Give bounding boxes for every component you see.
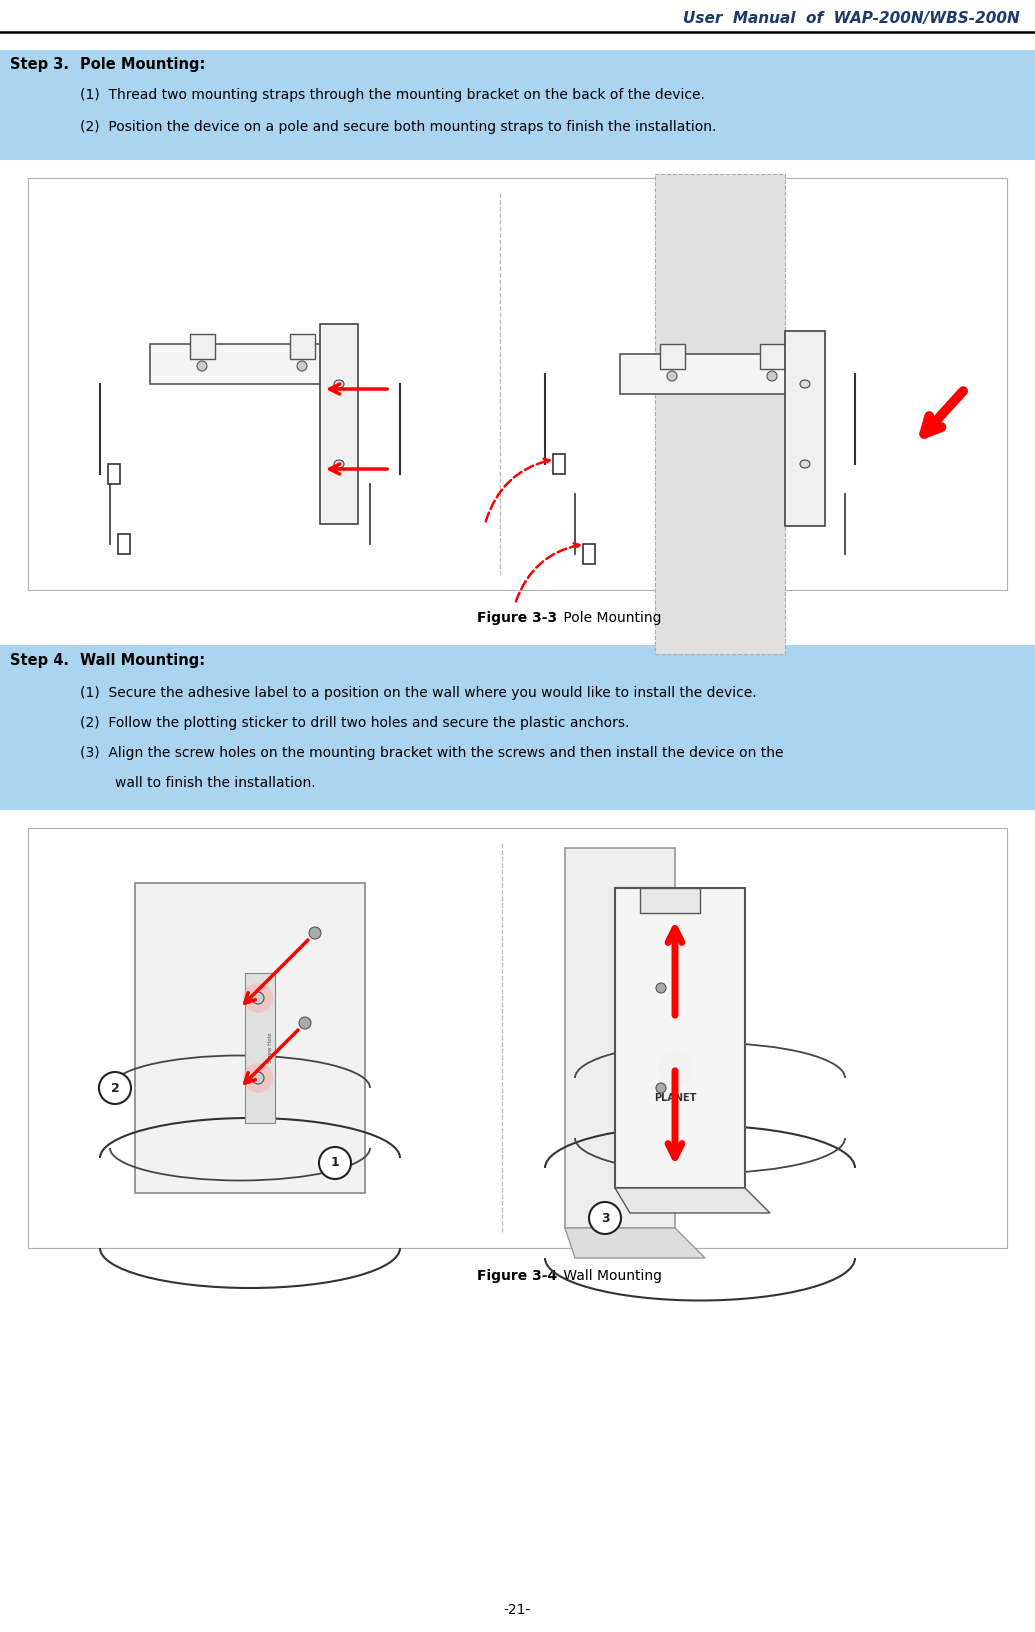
Bar	[245, 973, 275, 1123]
Bar	[583, 543, 595, 565]
Text: -21-: -21-	[503, 1603, 531, 1617]
Text: Step 4.: Step 4.	[10, 653, 69, 667]
Text: Wall Mounting:: Wall Mounting:	[80, 653, 205, 667]
Circle shape	[299, 1017, 310, 1030]
Circle shape	[767, 370, 777, 380]
Circle shape	[297, 361, 307, 370]
Text: Wall Mounting: Wall Mounting	[559, 1270, 662, 1283]
Text: (1)  Thread two mounting straps through the mounting bracket on the back of the : (1) Thread two mounting straps through t…	[80, 88, 705, 101]
Bar	[615, 888, 745, 1188]
Circle shape	[657, 1049, 693, 1085]
Bar	[28, 827, 1007, 1248]
Text: User  Manual  of  WAP-200N/WBS-200N: User Manual of WAP-200N/WBS-200N	[683, 10, 1021, 26]
Text: wall to finish the installation.: wall to finish the installation.	[80, 775, 316, 790]
Bar	[760, 344, 785, 369]
Text: PLANET: PLANET	[654, 1093, 697, 1103]
Ellipse shape	[334, 460, 344, 468]
Text: 3: 3	[600, 1211, 610, 1224]
Polygon shape	[565, 1227, 705, 1258]
Text: (2)  Position the device on a pole and secure both mounting straps to finish the: (2) Position the device on a pole and se…	[80, 121, 716, 134]
Circle shape	[319, 1147, 351, 1178]
Text: Pole Mounting:: Pole Mounting:	[80, 57, 205, 72]
Ellipse shape	[800, 460, 810, 468]
Bar	[28, 178, 1007, 591]
Bar	[620, 354, 820, 393]
Text: (1)  Secure the adhesive label to a position on the wall where you would like to: (1) Secure the adhesive label to a posit…	[80, 685, 757, 700]
Bar	[0, 645, 1035, 809]
Text: Figure 3-4: Figure 3-4	[477, 1270, 557, 1283]
Circle shape	[656, 1084, 666, 1093]
Bar	[647, 938, 675, 1138]
Bar	[640, 888, 700, 912]
Ellipse shape	[334, 380, 344, 388]
Bar	[320, 325, 358, 524]
Text: Figure 3-3: Figure 3-3	[477, 610, 557, 625]
Bar	[150, 344, 350, 384]
Circle shape	[667, 370, 677, 380]
Bar	[553, 454, 565, 473]
Text: (3)  Align the screw holes on the mounting bracket with the screws and then inst: (3) Align the screw holes on the mountin…	[80, 746, 783, 761]
Text: 1: 1	[330, 1157, 339, 1170]
Bar	[135, 883, 365, 1193]
Bar	[290, 335, 315, 359]
Bar	[118, 534, 130, 553]
Circle shape	[197, 361, 207, 370]
Circle shape	[252, 992, 264, 1004]
Text: Screw Hole: Screw Hole	[267, 1033, 272, 1064]
Bar	[190, 335, 215, 359]
Circle shape	[656, 982, 666, 992]
Bar	[565, 849, 675, 1227]
Circle shape	[99, 1072, 131, 1103]
Circle shape	[589, 1203, 621, 1234]
Circle shape	[243, 982, 273, 1013]
Ellipse shape	[800, 380, 810, 388]
Bar	[660, 344, 685, 369]
Text: Step 3.: Step 3.	[10, 57, 69, 72]
Bar	[785, 331, 825, 526]
Bar	[0, 51, 1035, 160]
Text: 2: 2	[111, 1082, 119, 1095]
Polygon shape	[615, 1188, 770, 1213]
Circle shape	[252, 1072, 264, 1084]
Text: (2)  Follow the plotting sticker to drill two holes and secure the plastic ancho: (2) Follow the plotting sticker to drill…	[80, 716, 629, 730]
Circle shape	[243, 1062, 273, 1093]
Bar	[108, 463, 120, 485]
Circle shape	[309, 927, 321, 938]
Text: Pole Mounting: Pole Mounting	[559, 610, 661, 625]
Bar	[655, 175, 785, 654]
